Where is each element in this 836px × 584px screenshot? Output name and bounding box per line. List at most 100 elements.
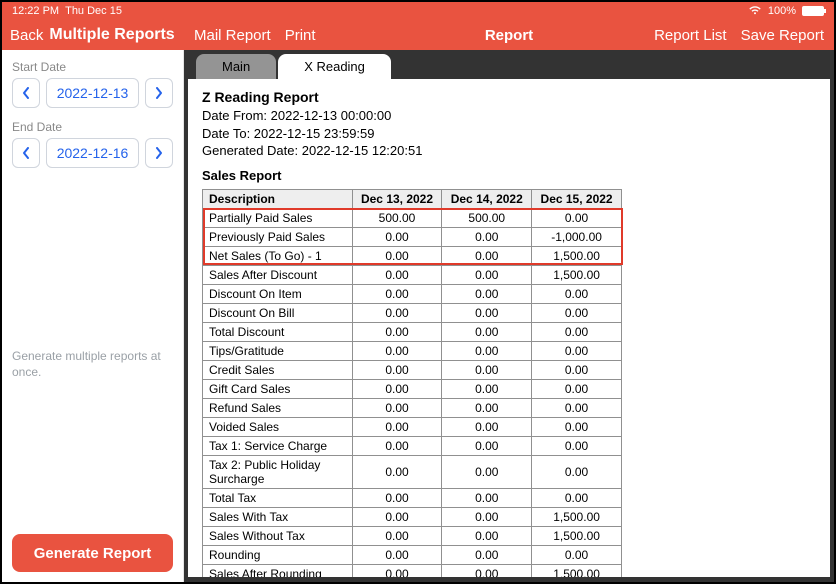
cell-value: 0.00 [352, 545, 442, 564]
cell-description: Total Discount [203, 322, 353, 341]
mail-report-button[interactable]: Mail Report [194, 27, 271, 44]
cell-value: 0.00 [442, 507, 532, 526]
cell-value: 0.00 [352, 246, 442, 265]
cell-description: Tips/Gratitude [203, 341, 353, 360]
start-date-picker[interactable]: 2022-12-13 [46, 78, 139, 108]
report-title: Z Reading Report [202, 89, 816, 105]
cell-value: 0.00 [442, 488, 532, 507]
table-row: Discount On Bill0.000.000.00 [203, 303, 622, 322]
cell-value: 0.00 [352, 398, 442, 417]
cell-value: 0.00 [442, 246, 532, 265]
cell-description: Sales After Rounding [203, 564, 353, 577]
cell-value: 1,500.00 [532, 564, 622, 577]
cell-description: Sales With Tax [203, 507, 353, 526]
header-bar: Back Multiple Reports Mail Report Print … [2, 20, 834, 50]
cell-value: 0.00 [442, 455, 532, 488]
cell-value: 0.00 [352, 455, 442, 488]
col-date-2: Dec 14, 2022 [442, 189, 532, 208]
cell-description: Refund Sales [203, 398, 353, 417]
cell-description: Net Sales (To Go) - 1 [203, 246, 353, 265]
start-date-next-button[interactable] [145, 78, 173, 108]
wifi-icon [748, 5, 762, 18]
cell-value: 0.00 [352, 265, 442, 284]
table-row: Rounding0.000.000.00 [203, 545, 622, 564]
sales-report-heading: Sales Report [202, 168, 816, 183]
cell-value: 0.00 [352, 526, 442, 545]
cell-value: 1,500.00 [532, 246, 622, 265]
cell-value: 0.00 [352, 507, 442, 526]
cell-value: 500.00 [442, 208, 532, 227]
cell-description: Sales Without Tax [203, 526, 353, 545]
back-button[interactable]: Back [10, 27, 43, 44]
cell-value: 0.00 [532, 436, 622, 455]
table-row: Partially Paid Sales500.00500.000.00 [203, 208, 622, 227]
cell-value: 0.00 [532, 360, 622, 379]
cell-value: 0.00 [532, 379, 622, 398]
cell-value: 0.00 [532, 341, 622, 360]
cell-value: 0.00 [532, 545, 622, 564]
cell-value: 0.00 [352, 564, 442, 577]
cell-value: 0.00 [532, 417, 622, 436]
sidebar-hint: Generate multiple reports at once. [12, 348, 173, 380]
cell-value: -1,000.00 [532, 227, 622, 246]
report-date-from: Date From: 2022-12-13 00:00:00 [202, 107, 816, 125]
cell-value: 0.00 [352, 360, 442, 379]
end-date-picker[interactable]: 2022-12-16 [46, 138, 139, 168]
cell-value: 0.00 [532, 455, 622, 488]
cell-value: 500.00 [352, 208, 442, 227]
status-bar: 12:22 PM Thu Dec 15 100% [2, 2, 834, 20]
cell-value: 0.00 [442, 341, 532, 360]
cell-description: Sales After Discount [203, 265, 353, 284]
cell-description: Credit Sales [203, 360, 353, 379]
header-center-title: Report [485, 27, 533, 44]
table-row: Discount On Item0.000.000.00 [203, 284, 622, 303]
table-row: Previously Paid Sales0.000.00-1,000.00 [203, 227, 622, 246]
end-date-prev-button[interactable] [12, 138, 40, 168]
table-row: Tips/Gratitude0.000.000.00 [203, 341, 622, 360]
cell-value: 0.00 [352, 227, 442, 246]
table-row: Tax 2: Public Holiday Surcharge0.000.000… [203, 455, 622, 488]
table-row: Sales After Rounding0.000.001,500.00 [203, 564, 622, 577]
cell-value: 0.00 [352, 488, 442, 507]
battery-percent: 100% [768, 5, 796, 17]
cell-description: Partially Paid Sales [203, 208, 353, 227]
generate-report-button[interactable]: Generate Report [12, 534, 173, 572]
col-description: Description [203, 189, 353, 208]
table-row: Refund Sales0.000.000.00 [203, 398, 622, 417]
cell-value: 0.00 [532, 322, 622, 341]
end-date-next-button[interactable] [145, 138, 173, 168]
cell-value: 0.00 [442, 284, 532, 303]
main-panel: Main X Reading Z Reading Report Date Fro… [184, 50, 834, 582]
print-button[interactable]: Print [285, 27, 316, 44]
cell-description: Gift Card Sales [203, 379, 353, 398]
sales-report-table: Description Dec 13, 2022 Dec 14, 2022 De… [202, 189, 622, 577]
cell-value: 0.00 [352, 379, 442, 398]
report-list-button[interactable]: Report List [654, 27, 727, 44]
cell-value: 0.00 [352, 436, 442, 455]
cell-description: Tax 2: Public Holiday Surcharge [203, 455, 353, 488]
table-row: Net Sales (To Go) - 10.000.001,500.00 [203, 246, 622, 265]
cell-value: 0.00 [442, 322, 532, 341]
cell-value: 0.00 [352, 341, 442, 360]
cell-description: Total Tax [203, 488, 353, 507]
start-date-prev-button[interactable] [12, 78, 40, 108]
tab-x-reading[interactable]: X Reading [278, 54, 391, 79]
save-report-button[interactable]: Save Report [741, 27, 824, 44]
status-time: 12:22 PM [12, 5, 59, 17]
cell-value: 1,500.00 [532, 265, 622, 284]
cell-description: Rounding [203, 545, 353, 564]
cell-value: 0.00 [442, 436, 532, 455]
table-row: Credit Sales0.000.000.00 [203, 360, 622, 379]
battery-icon [802, 6, 824, 16]
tab-main[interactable]: Main [196, 54, 276, 79]
cell-value: 0.00 [532, 303, 622, 322]
end-date-label: End Date [12, 120, 173, 134]
col-date-3: Dec 15, 2022 [532, 189, 622, 208]
cell-value: 0.00 [532, 284, 622, 303]
cell-value: 0.00 [442, 360, 532, 379]
cell-description: Tax 1: Service Charge [203, 436, 353, 455]
cell-value: 0.00 [352, 284, 442, 303]
status-date: Thu Dec 15 [65, 5, 122, 17]
report-date-to: Date To: 2022-12-15 23:59:59 [202, 125, 816, 143]
report-body: Z Reading Report Date From: 2022-12-13 0… [188, 79, 830, 577]
